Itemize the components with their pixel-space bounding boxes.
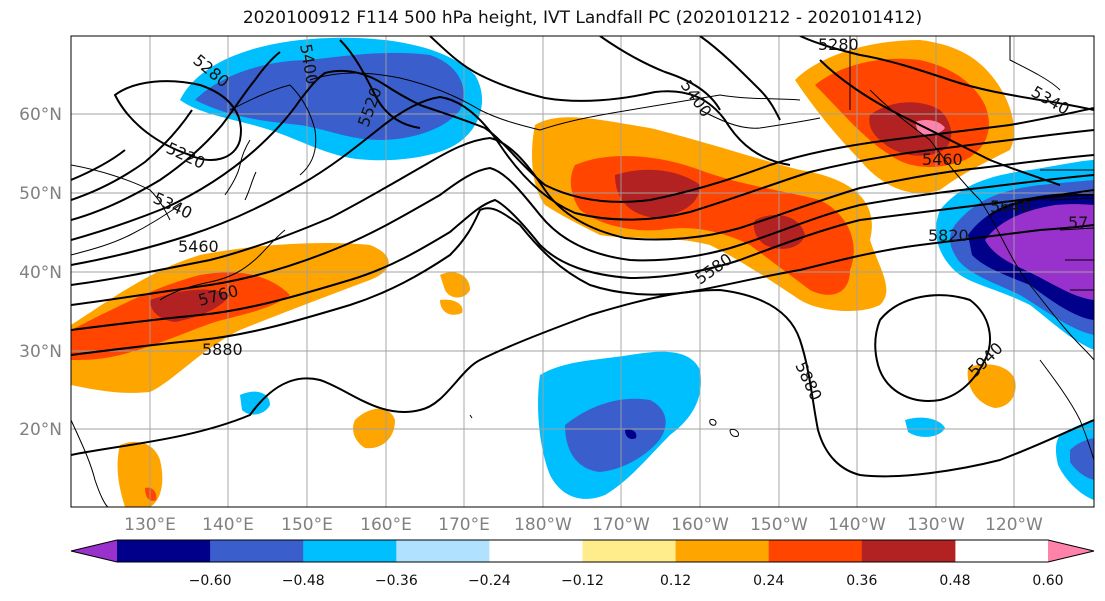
- colorbar-segment: [675, 540, 770, 562]
- height-contours: [71, 36, 1094, 478]
- latitude-labels: 60°N 50°N 40°N 30°N 20°N: [19, 105, 62, 440]
- lat-label: 60°N: [19, 105, 62, 125]
- colorbar-label: 0.12: [660, 573, 691, 589]
- contour-label: 57: [1068, 213, 1088, 232]
- colorbar-extend-max: [1048, 540, 1094, 562]
- ivt-negative-shading: [180, 37, 1094, 500]
- lat-label: 40°N: [19, 263, 62, 283]
- lon-label: 170°E: [438, 515, 490, 535]
- lon-label: 160°W: [671, 515, 729, 535]
- colorbar-label: −0.48: [282, 573, 325, 589]
- colorbar-label: −0.12: [561, 573, 604, 589]
- lat-label: 20°N: [19, 420, 62, 440]
- colorbar-outline: [70, 539, 1095, 563]
- lon-label: 170°W: [592, 515, 650, 535]
- colorbar-segment: [117, 540, 211, 562]
- lon-label: 140°W: [828, 515, 886, 535]
- coastlines: [71, 36, 1094, 507]
- lat-label: 30°N: [19, 342, 62, 362]
- colorbar-label: −0.60: [189, 573, 232, 589]
- lon-label: 120°W: [985, 515, 1043, 535]
- contour-label: 5460: [922, 150, 963, 169]
- contour-label: 5880: [202, 340, 243, 359]
- plot-area: 5280 5400 5520 5220 5340 5460 5760 5880 …: [71, 35, 1094, 507]
- colorbar-segment: [210, 540, 304, 562]
- colorbar-segment: [582, 540, 677, 562]
- colorbar-segment: [861, 540, 956, 562]
- colorbar-segment: [303, 540, 397, 562]
- lon-label: 150°W: [750, 515, 808, 535]
- contour-label: 5280: [818, 35, 859, 54]
- colorbar-extend-min: [71, 540, 117, 562]
- contour-label: 5820: [928, 226, 969, 245]
- colorbar-segment: [489, 540, 583, 562]
- contour-label: 5460: [178, 237, 219, 256]
- colorbar-label: 0.48: [939, 573, 970, 589]
- colorbar-label: −0.24: [468, 573, 511, 589]
- lon-label: 140°E: [202, 515, 254, 535]
- colorbar-segment: [768, 540, 863, 562]
- longitude-labels: 130°E 140°E 150°E 160°E 170°E 180°W 170°…: [124, 515, 1043, 535]
- lon-label: 150°E: [281, 515, 333, 535]
- colorbar-label: −0.36: [375, 573, 418, 589]
- colorbar: −0.60 −0.48 −0.36 −0.24 −0.12 0.12 0.24 …: [70, 539, 1095, 589]
- colorbar-label: 0.24: [753, 573, 784, 589]
- contour-label: 5640: [990, 197, 1031, 216]
- map-title: 2020100912 F114 500 hPa height, IVT Land…: [242, 8, 923, 28]
- colorbar-label: 0.36: [846, 573, 877, 589]
- lon-label: 130°W: [907, 515, 965, 535]
- colorbar-segment: [396, 540, 490, 562]
- lon-label: 180°W: [514, 515, 572, 535]
- lon-label: 160°E: [360, 515, 412, 535]
- colorbar-label: 0.60: [1032, 573, 1063, 589]
- lon-label: 130°E: [124, 515, 176, 535]
- plot-frame: [70, 35, 1095, 508]
- lat-label: 50°N: [19, 184, 62, 204]
